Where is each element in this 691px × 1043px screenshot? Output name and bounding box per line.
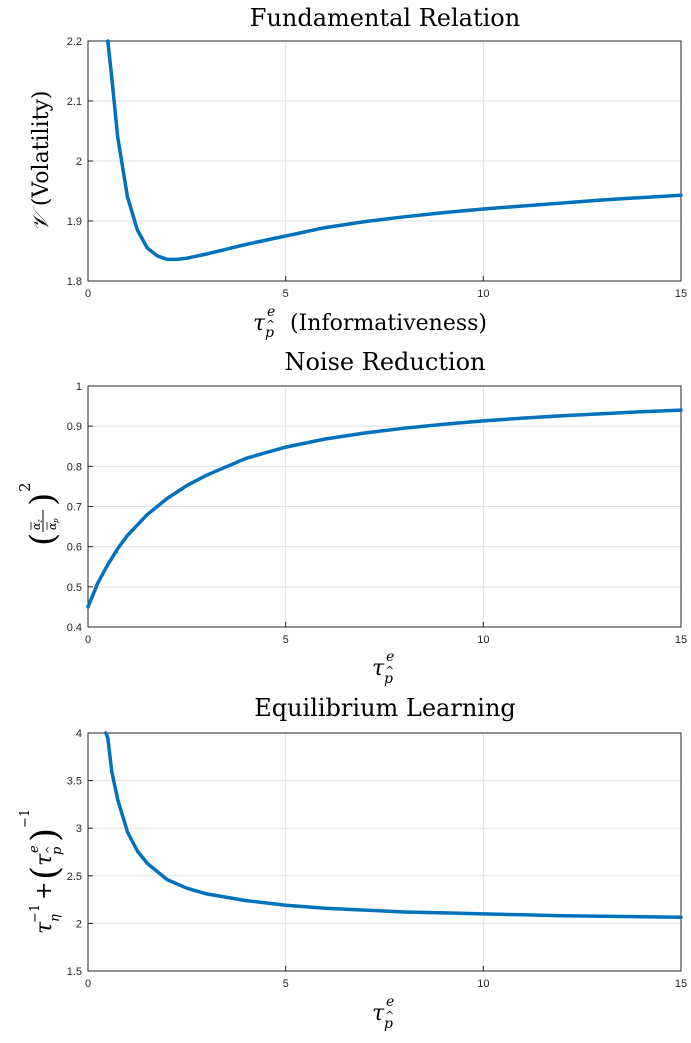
x-tick-label: 0	[85, 634, 91, 646]
y-tick-label: 2	[76, 918, 82, 930]
y-tick-label: 0.6	[67, 542, 82, 554]
series-line	[86, 408, 683, 609]
svg-text:^: ^	[385, 1009, 394, 1022]
svg-text:e: e	[386, 994, 394, 1010]
x-tick-label: 15	[675, 288, 687, 300]
svg-text:(: (	[25, 866, 66, 880]
x-tick-label: 15	[675, 634, 687, 646]
x-axis-label: τ e p ^ (Informativeness)	[253, 304, 487, 341]
svg-text:α: α	[46, 522, 59, 530]
svg-text:−1: −1	[28, 904, 43, 923]
svg-text:α: α	[30, 522, 43, 530]
y-tick-label: 1.9	[67, 216, 82, 228]
svg-text:τ: τ	[32, 921, 57, 934]
svg-text:p: p	[384, 1016, 393, 1032]
svg-text:η: η	[48, 914, 63, 922]
svg-text:^: ^	[385, 664, 394, 677]
x-axis-label: τ e p ^	[372, 649, 394, 687]
y-tick-label: 0.8	[67, 461, 82, 473]
svg-text:^: ^	[45, 846, 56, 854]
svg-text:+: +	[32, 882, 57, 900]
panel-equilibrium-learning: Equilibrium Learning 1.5 2 2.5 3 3.5 4 0 5 10 15…	[18, 694, 687, 1032]
svg-text:e: e	[27, 845, 42, 853]
chart-title: Fundamental Relation	[250, 4, 520, 32]
x-tick-label: 5	[283, 634, 289, 646]
chart-title: Equilibrium Learning	[254, 694, 516, 722]
y-tick-label: 0.5	[67, 582, 82, 594]
x-tick-label: 10	[477, 634, 489, 646]
svg-text:τ: τ	[253, 311, 266, 336]
chart-title: Noise Reduction	[284, 348, 485, 376]
svg-text:^: ^	[266, 318, 275, 331]
y-axis-label: 𝒱 (Volatility)	[29, 91, 54, 232]
svg-text:2: 2	[16, 482, 34, 492]
y-tick-label: 1	[76, 381, 82, 393]
y-tick-label: 0.4	[67, 622, 82, 634]
y-tick-label: 3	[76, 823, 82, 835]
y-tick-label: 3.5	[67, 776, 82, 788]
y-tick-label: 2.5	[67, 871, 82, 883]
y-axis-label: τ −1 η + ( τ e p ^ ) −1	[18, 809, 66, 934]
x-tick-label: 5	[283, 978, 289, 990]
svg-text:(Informativeness): (Informativeness)	[290, 311, 487, 336]
svg-text:(: (	[23, 533, 63, 546]
svg-text:−1: −1	[18, 809, 33, 828]
x-tick-label: 0	[85, 978, 91, 990]
y-tick-label: 4	[76, 728, 82, 740]
svg-text:p: p	[50, 846, 65, 855]
x-tick-label: 5	[283, 288, 289, 300]
svg-text:p: p	[265, 325, 274, 341]
x-axis-label: τ e p ^	[372, 994, 394, 1032]
y-tick-label: 0.9	[67, 421, 82, 433]
y-tick-label: 1.8	[67, 276, 82, 288]
svg-text:): )	[23, 493, 63, 506]
x-tick-label: 0	[85, 288, 91, 300]
svg-text:): )	[25, 828, 66, 842]
panel-fundamental-relation: Fundamental Relation 1.8 1.9 2 2.1 2.2 0 5 10 1…	[29, 4, 687, 341]
x-tick-label: 15	[675, 978, 687, 990]
y-tick-label: 2.1	[67, 96, 82, 108]
series-line	[104, 731, 683, 919]
svg-text:τ: τ	[372, 1001, 385, 1026]
svg-text:p: p	[52, 518, 60, 523]
y-axis-label: ( α z α p ) 2	[16, 482, 63, 546]
series-line	[106, 39, 683, 262]
y-tick-label: 0.7	[67, 502, 82, 514]
svg-text:z: z	[36, 519, 44, 524]
svg-text:τ: τ	[372, 656, 385, 681]
y-tick-label: 2.2	[67, 36, 82, 48]
plot-frame	[87, 732, 682, 972]
svg-text:τ: τ	[32, 853, 57, 866]
x-tick-label: 10	[477, 978, 489, 990]
y-tick-label: 1.5	[67, 966, 82, 978]
svg-text:e: e	[386, 649, 394, 665]
svg-text:p: p	[384, 671, 393, 687]
y-tick-label: 2	[76, 156, 82, 168]
x-tick-label: 10	[477, 288, 489, 300]
svg-text:𝒱 (Volatility): 𝒱 (Volatility)	[29, 91, 54, 232]
panel-noise-reduction: Noise Reduction 0.4 0.5 0.6 0.7 0.8 0.9 1 0 5 10…	[16, 348, 687, 687]
svg-text:e: e	[267, 304, 275, 320]
